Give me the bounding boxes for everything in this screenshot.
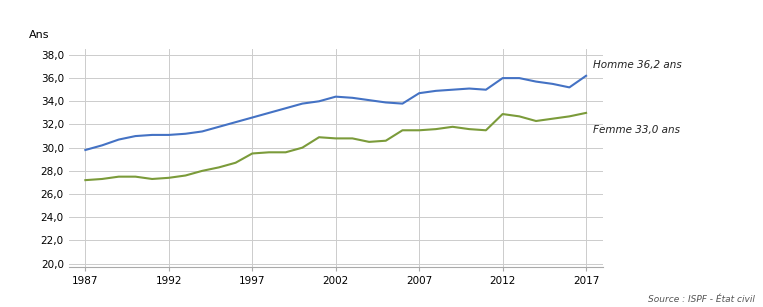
Text: Homme 36,2 ans: Homme 36,2 ans bbox=[593, 60, 682, 70]
Text: Graph.6 · ÉVOLUTION DE L’ÂGE MOYEN AU PREMIER MARIAGE PAR SEXE: Graph.6 · ÉVOLUTION DE L’ÂGE MOYEN AU PR… bbox=[146, 13, 617, 27]
Text: Ans: Ans bbox=[29, 30, 49, 41]
Text: Source : ISPF - État civil: Source : ISPF - État civil bbox=[649, 295, 755, 304]
Text: Femme 33,0 ans: Femme 33,0 ans bbox=[593, 125, 680, 134]
